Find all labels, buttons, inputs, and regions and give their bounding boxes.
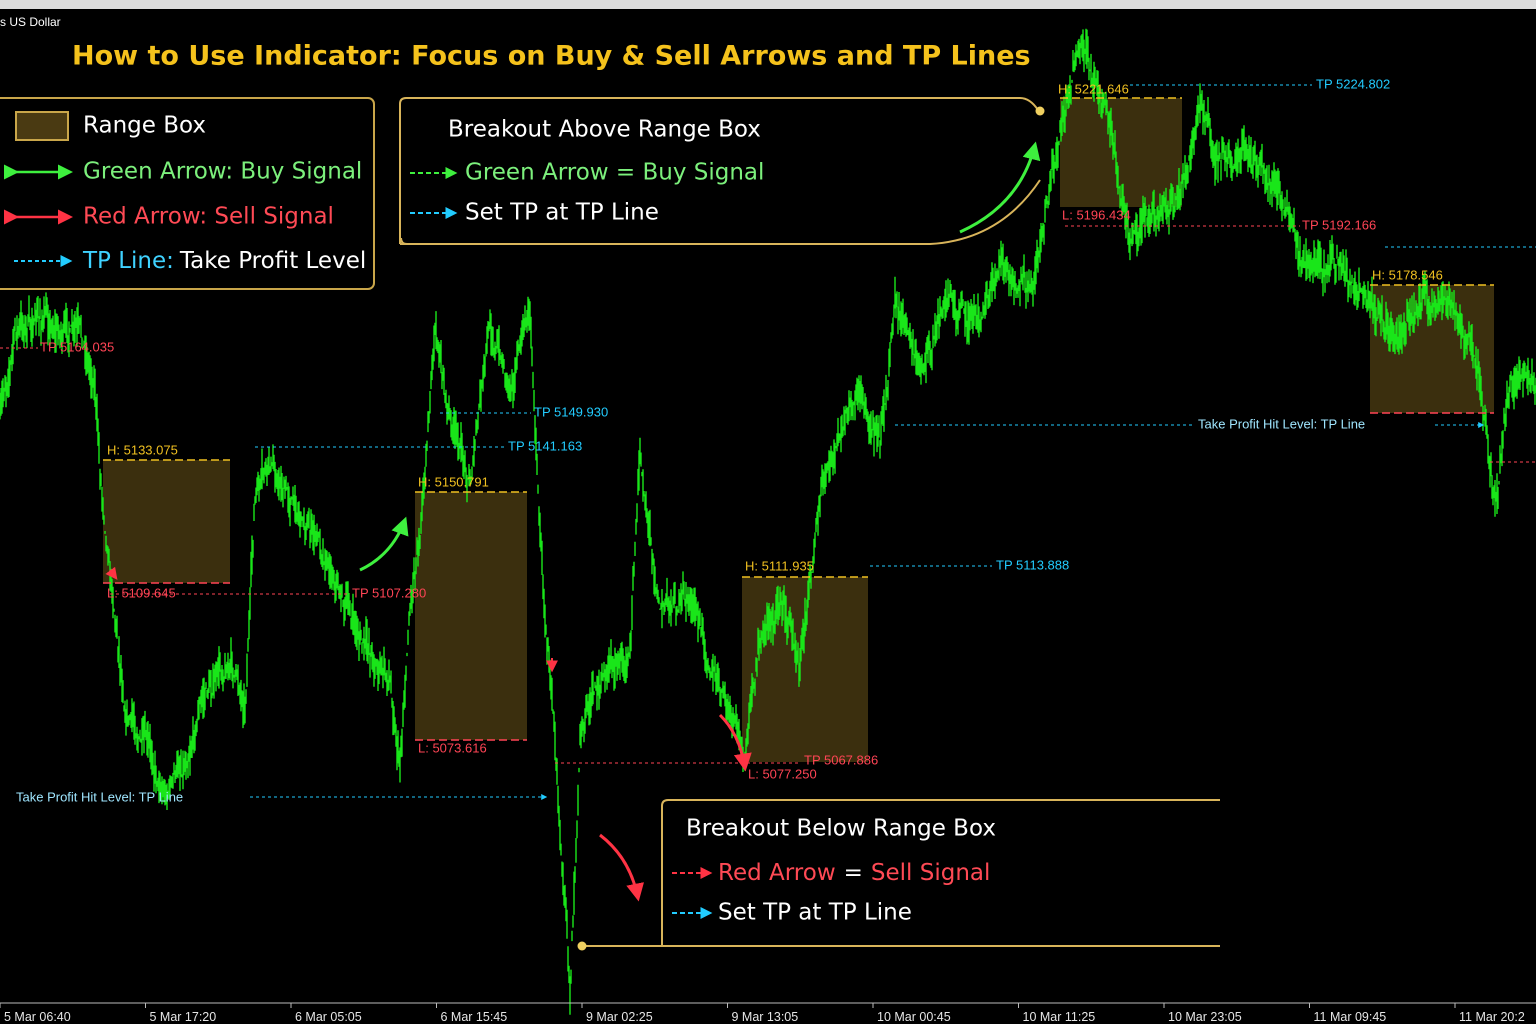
callout-equals: = [844, 860, 863, 886]
tp-label: TP 5149.930 [534, 404, 608, 419]
tp-label: TP 5224.802 [1316, 76, 1390, 91]
signal-arrows [105, 141, 1041, 902]
price-line [0, 28, 1536, 1015]
callout-line: Green Arrow = Buy Signal [465, 160, 764, 186]
callout-frame [399, 97, 1041, 245]
time-label: 5 Mar 17:20 [150, 1010, 217, 1024]
time-label: 9 Mar 02:25 [586, 1010, 653, 1024]
callout-signal: Red Arrow [718, 860, 836, 886]
callout-signal-name: Sell Signal [871, 860, 991, 886]
toolbar-strip [0, 0, 1536, 9]
legend: Range Box Green Arrow: Buy Signal Red Ar… [0, 97, 375, 290]
range-box [1060, 98, 1182, 207]
callout-title: Breakout Below Range Box [686, 816, 996, 842]
time-label: 11 Mar 20:2 [1459, 1010, 1525, 1024]
high-label: H: 5178.546 [1372, 267, 1443, 282]
tp-lines [0, 84, 1536, 800]
range-box [103, 460, 230, 583]
time-label: 9 Mar 13:05 [732, 1010, 799, 1024]
callout-frame [661, 799, 1220, 946]
buy-arrow [359, 516, 409, 572]
high-label: H: 5221.646 [1058, 81, 1129, 96]
symbol-label: s US Dollar [0, 15, 61, 29]
high-label: H: 5150.791 [418, 474, 489, 489]
time-label: 6 Mar 15:45 [441, 1010, 508, 1024]
range-box [415, 492, 527, 740]
hit-label: Take Profit Hit Level: TP Line [1198, 416, 1365, 431]
high-label: H: 5111.935 [745, 558, 814, 573]
callout-title: Breakout Above Range Box [448, 117, 761, 143]
high-label: H: 5133.075 [107, 442, 178, 457]
tp-label: TP 5141.163 [508, 438, 582, 453]
time-label: 11 Mar 09:45 [1314, 1010, 1387, 1024]
level-labels: TP 5164.035 H: 5133.075 L: 5109.645 TP 5… [16, 76, 1443, 804]
callout-anchor [577, 941, 587, 951]
tp-label: TP 5067.886 [804, 752, 878, 767]
low-label: L: 5077.250 [748, 766, 817, 781]
time-label: 10 Mar 00:45 [877, 1010, 951, 1024]
legend-swatch [15, 111, 69, 141]
callout-above: Breakout Above Range Box Green Arrow = B… [399, 97, 1045, 245]
time-label: 10 Mar 23:05 [1168, 1010, 1242, 1024]
callout-corner [400, 237, 408, 245]
buy-arrow [959, 141, 1041, 234]
sell-arrow [105, 566, 118, 580]
hit-label: Take Profit Hit Level: TP Line [16, 789, 183, 804]
legend-item: Red Arrow: Sell Signal [83, 204, 334, 230]
low-label: L: 5073.616 [418, 740, 487, 755]
low-label: L: 5109.645 [107, 585, 176, 600]
box-edges [103, 97, 1494, 741]
low-label: L: 5196.434 [1062, 207, 1131, 222]
legend-note: Take Profit Level [179, 248, 366, 274]
tp-label: TP 5113.888 [996, 557, 1069, 572]
callout-line: Set TP at TP Line [465, 200, 659, 226]
callout-line: Set TP at TP Line [718, 900, 912, 926]
tp-label: TP 5192.166 [1302, 217, 1376, 232]
callout-line: Red Arrow = Sell Signal [718, 860, 990, 886]
callout-anchor [1035, 106, 1045, 116]
tp-label: TP 5164.035 [40, 339, 114, 354]
time-label: 10 Mar 11:25 [1023, 1010, 1096, 1024]
title: How to Use Indicator: Focus on Buy & Sel… [72, 41, 1031, 72]
callout-below: Breakout Below Range Box Red Arrow = Sell … [577, 799, 1220, 951]
sell-arrow [599, 833, 644, 902]
time-label: 5 Mar 06:40 [4, 1010, 71, 1024]
tp-label: TP 5107.280 [352, 585, 426, 600]
legend-item: Green Arrow: Buy Signal [83, 159, 362, 185]
sell-arrow [718, 713, 752, 772]
legend-frame [0, 97, 375, 290]
legend-item: Range Box [83, 113, 206, 139]
legend-key: TP Line: [82, 248, 174, 274]
time-label: 6 Mar 05:05 [295, 1010, 362, 1024]
time-axis: 5 Mar 06:40 5 Mar 17:20 6 Mar 05:05 6 Mar 1… [0, 1003, 1525, 1024]
legend-item: TP Line: Take Profit Level [82, 248, 366, 274]
price-line-group [0, 28, 1536, 1015]
